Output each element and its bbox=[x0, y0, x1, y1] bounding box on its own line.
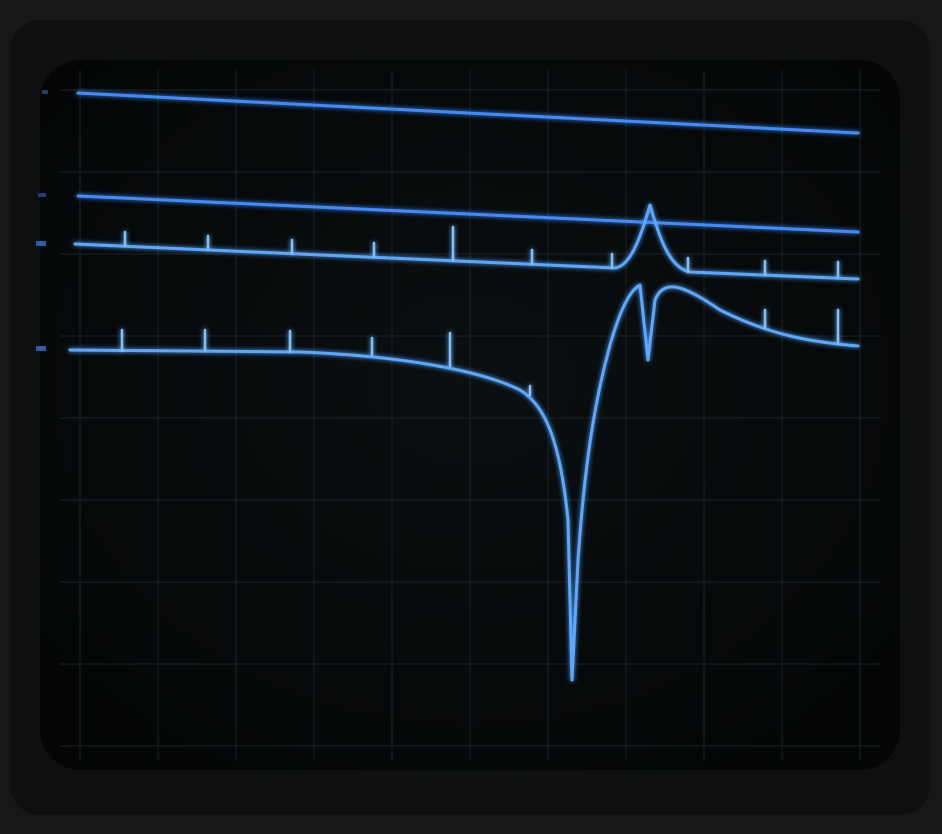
level-marker bbox=[42, 90, 48, 94]
trace-2 bbox=[76, 194, 860, 234]
level-marker bbox=[36, 346, 46, 351]
trace-3 bbox=[73, 203, 860, 281]
trace-1 bbox=[76, 91, 860, 135]
traces bbox=[68, 91, 860, 682]
markers bbox=[120, 225, 840, 397]
graticule bbox=[60, 70, 880, 760]
trace-4 bbox=[68, 283, 860, 682]
level-marker bbox=[38, 193, 46, 197]
level-marker bbox=[36, 241, 46, 246]
side-markers bbox=[36, 90, 48, 351]
